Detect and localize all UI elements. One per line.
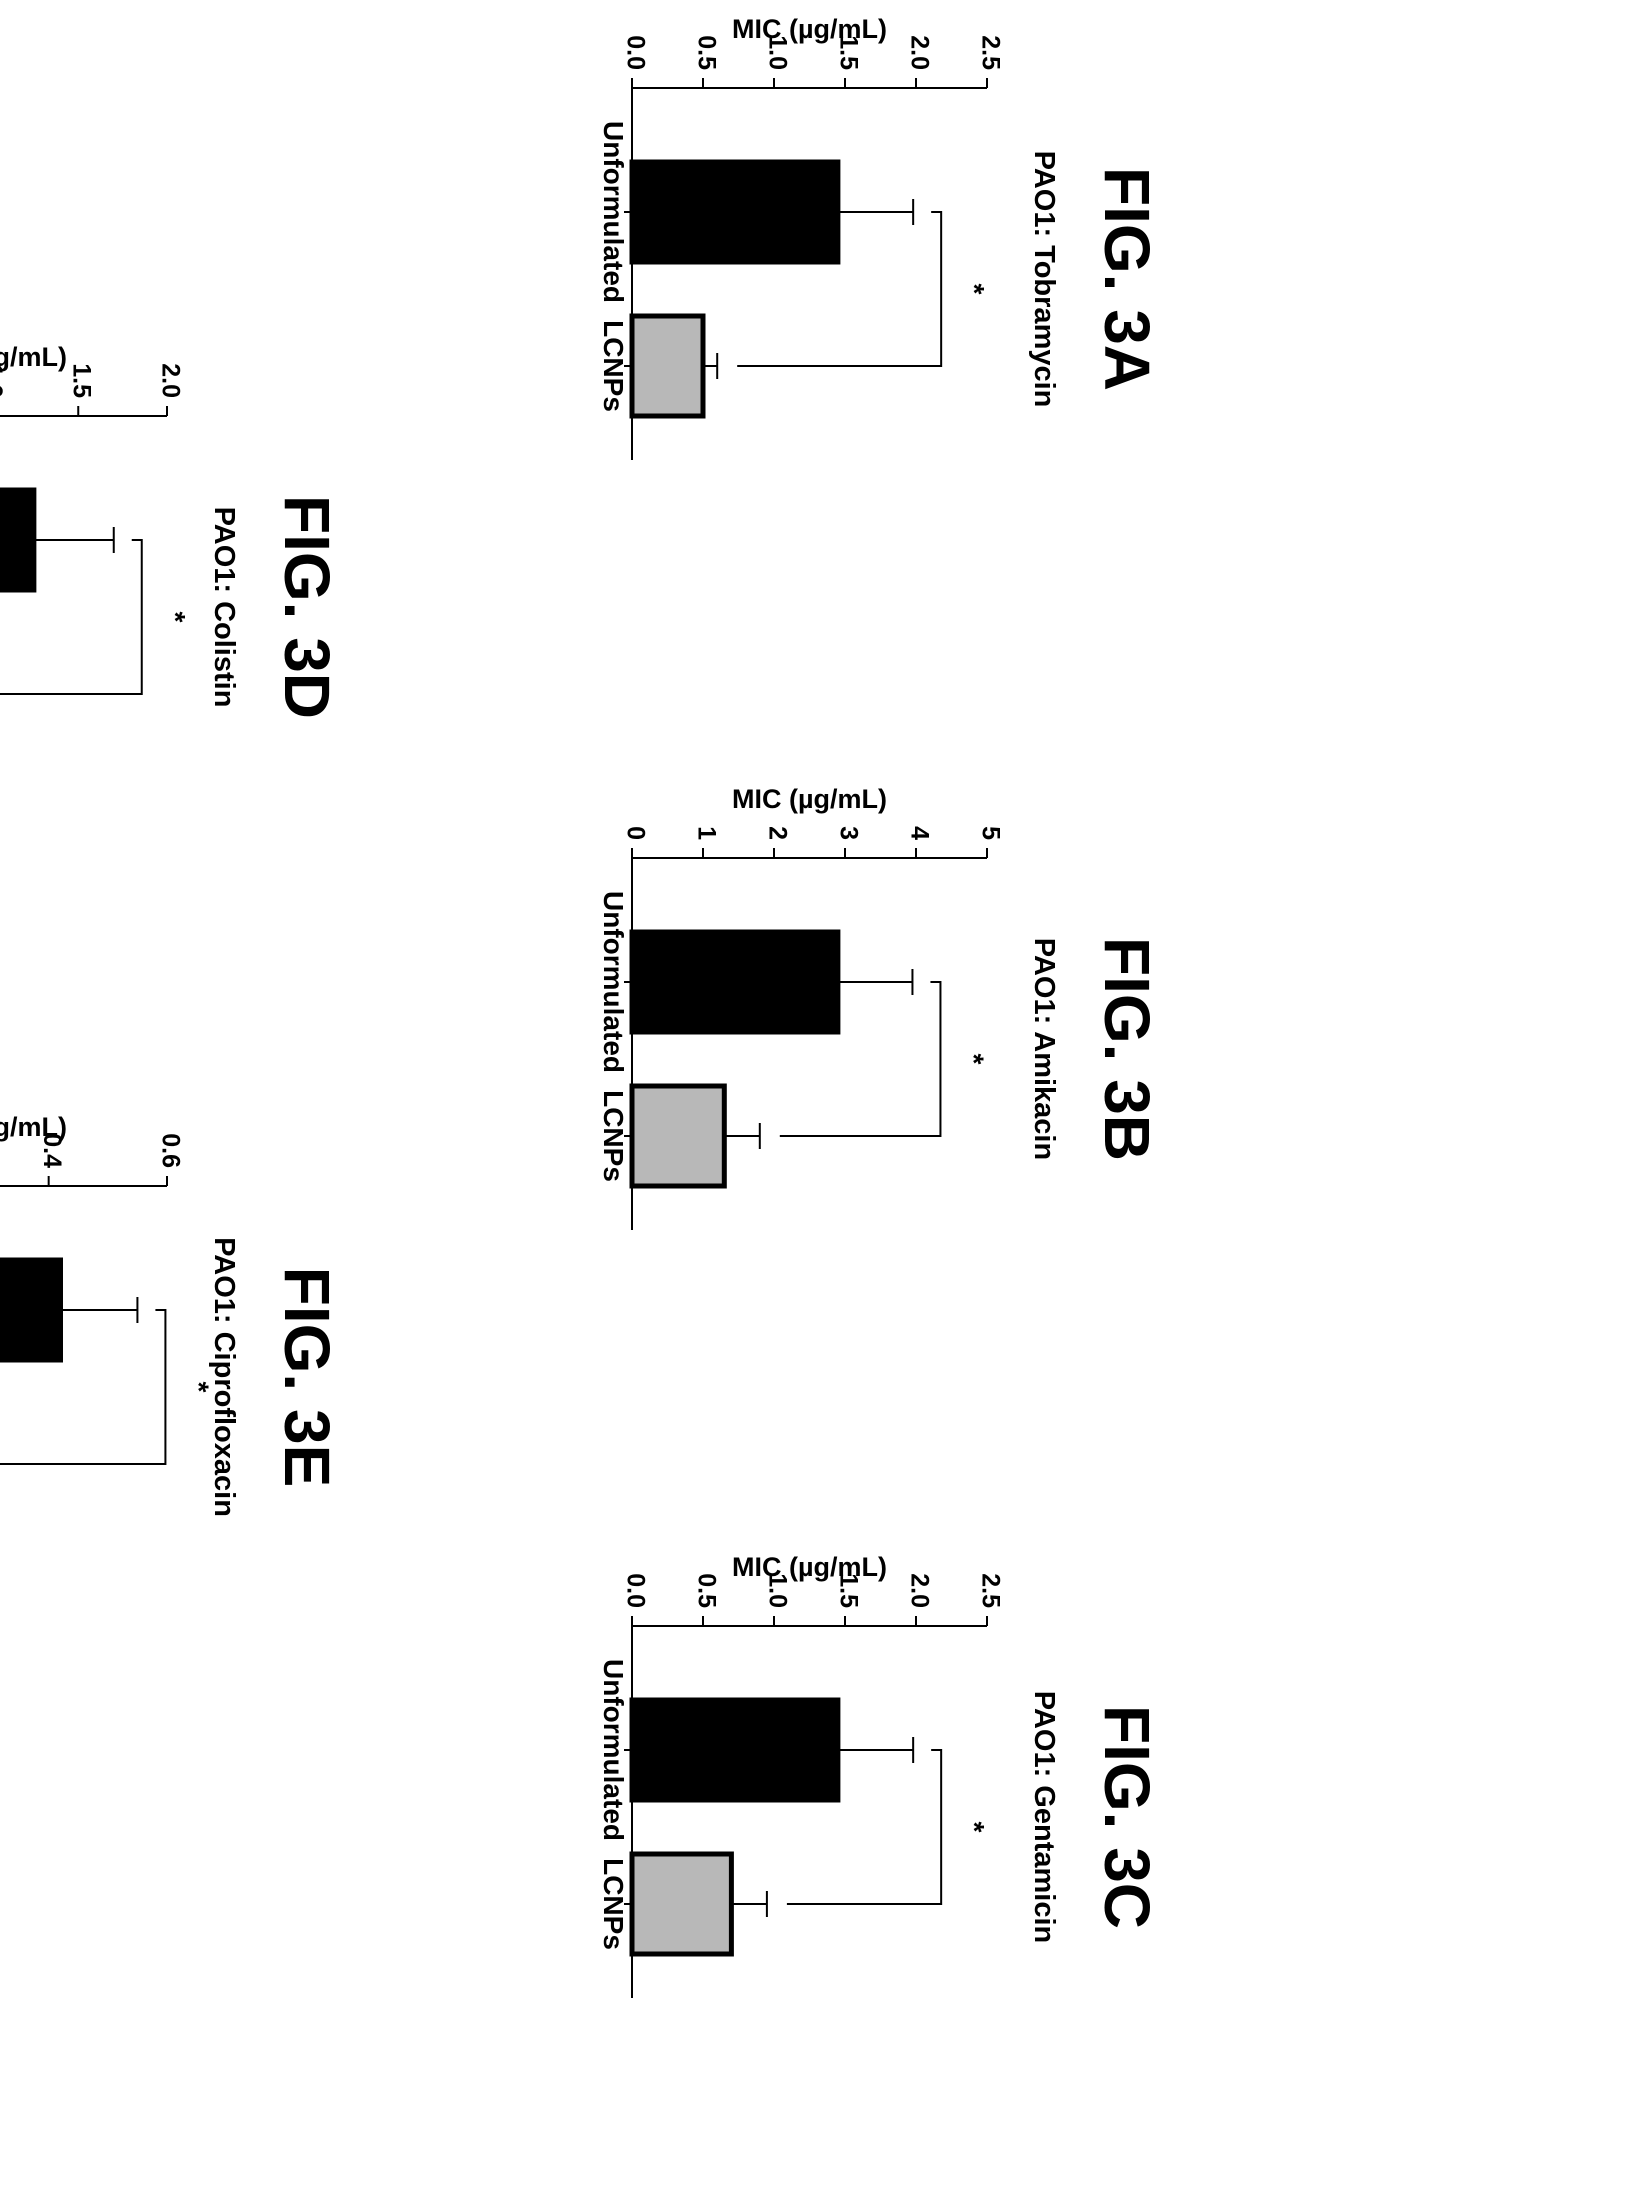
y-axis-label: MIC (µg/mL) xyxy=(732,784,887,814)
y-tick-label: 2.0 xyxy=(156,363,184,398)
bar-lcnps xyxy=(629,1083,727,1189)
y-tick-label: 2.0 xyxy=(905,35,933,70)
significance-bracket xyxy=(737,211,943,367)
y-tick-label: 1.0 xyxy=(763,35,791,70)
charts-layer: 0.0 0.5 1.0 1.5 2.0 2.5 MIC (µg/mL) Unformulate… xyxy=(0,14,1163,1998)
significance-star: * xyxy=(959,284,990,295)
significance-star: * xyxy=(160,612,191,623)
y-tick-label: 2.5 xyxy=(976,1573,1004,1608)
panel-title: PAO1: Gentamicin xyxy=(1028,1691,1060,1943)
chart-panel-1: 0.0 0.5 1.0 1.5 2.0 2.5 MIC (µg/mL) Unformulate… xyxy=(598,14,1163,460)
bar-unformulated xyxy=(0,1257,63,1363)
y-tick-label: 2 xyxy=(763,826,791,840)
significance-star: * xyxy=(183,1382,214,1393)
y-tick-label: 3 xyxy=(834,826,862,840)
figure-label: FIG. 3C xyxy=(1091,1705,1163,1929)
y-tick-label: 1 xyxy=(692,826,720,840)
panel-title: PAO1: Amikacin xyxy=(1028,938,1060,1160)
significance-star: * xyxy=(958,1054,989,1065)
y-tick-label: 1.5 xyxy=(68,363,96,398)
category-label: Unformulated xyxy=(598,1659,629,1841)
chart-panel-4: 0.00.51.01.52.0MIC (µg/mL)UnformulatedLC… xyxy=(0,342,343,719)
y-axis-label: MIC (µg/mL) xyxy=(0,342,67,372)
y-tick-label: 0.0 xyxy=(621,1573,649,1608)
significance-bracket xyxy=(786,1749,943,1905)
y-tick-label: 0.4 xyxy=(38,1133,66,1168)
panel-title: PAO1: Tobramycin xyxy=(1028,151,1060,408)
bar-lcnps xyxy=(629,1851,734,1957)
y-axis-label: MIC (µg/mL) xyxy=(0,1112,67,1142)
significance-bracket xyxy=(779,981,942,1137)
figure-label: FIG. 3B xyxy=(1091,937,1163,1161)
category-label: Unformulated xyxy=(598,121,629,303)
panel-title: PAO1: Ciprofloxacin xyxy=(208,1237,240,1517)
panel-title: PAO1: Colistin xyxy=(208,507,240,708)
y-tick-label: 5 xyxy=(976,826,1004,840)
bar-unformulated xyxy=(629,159,841,265)
bar-unformulated xyxy=(0,487,37,593)
bar-unformulated xyxy=(629,929,841,1035)
figure-label: FIG. 3A xyxy=(1091,167,1163,391)
y-axis-label: MIC (µg/mL) xyxy=(732,1552,887,1582)
y-tick-label: 2.5 xyxy=(976,35,1004,70)
chart-panel-3: 0.0 0.5 1.0 1.5 2.0 2.5 MIC (µg/mL) Unformulate… xyxy=(598,1552,1163,1998)
y-tick-label: 0 xyxy=(621,826,649,840)
y-tick-label: 0.6 xyxy=(156,1133,184,1168)
significance-bracket xyxy=(0,539,143,695)
figure-label: FIG. 3E xyxy=(271,1267,343,1488)
y-tick-label: 1.0 xyxy=(0,363,7,398)
category-label: Unformulated xyxy=(598,891,629,1073)
significance-bracket xyxy=(0,1309,167,1465)
y-tick-label: 2.0 xyxy=(905,1573,933,1608)
y-tick-label: 1.0 xyxy=(763,1573,791,1608)
figure-label: FIG. 3D xyxy=(271,495,343,719)
y-tick-label: 0.5 xyxy=(692,35,720,70)
y-tick-label: 1.5 xyxy=(834,1573,862,1608)
chart-panel-2: 0 1 2 3 4 5 MIC (µg/mL) Unformulated LCNPs * PAO1:… xyxy=(598,784,1163,1230)
y-tick-label: 1.5 xyxy=(834,35,862,70)
chart-panel-5: 0.00.20.40.6MIC (µg/mL)UnformulatedLCNPs… xyxy=(0,1112,343,1517)
y-tick-label: 4 xyxy=(905,826,933,840)
category-label: LCNPs xyxy=(598,1858,629,1950)
bar-lcnps xyxy=(629,313,706,419)
bar-unformulated xyxy=(629,1697,841,1803)
y-tick-label: 0.5 xyxy=(692,1573,720,1608)
significance-star: * xyxy=(959,1822,990,1833)
y-tick-label: 0.0 xyxy=(621,35,649,70)
category-label: LCNPs xyxy=(598,1090,629,1182)
y-axis-label: MIC (µg/mL) xyxy=(732,14,887,44)
category-label: LCNPs xyxy=(598,320,629,412)
